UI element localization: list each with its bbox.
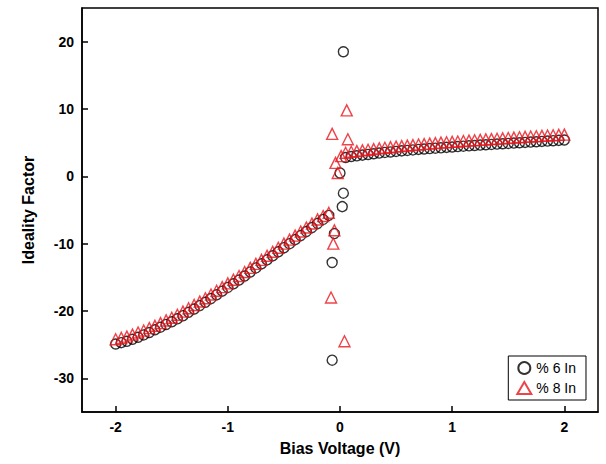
svg-text:-1: -1	[222, 419, 235, 435]
svg-text:1: 1	[448, 419, 456, 435]
svg-text:% 8 In: % 8 In	[536, 380, 576, 396]
svg-text:20: 20	[58, 34, 74, 50]
svg-text:-10: -10	[54, 236, 74, 252]
svg-text:Ideality Factor: Ideality Factor	[20, 156, 37, 264]
svg-text:0: 0	[66, 168, 74, 184]
svg-text:10: 10	[58, 101, 74, 117]
svg-text:0: 0	[336, 419, 344, 435]
svg-text:% 6 In: % 6 In	[536, 360, 576, 376]
svg-text:Bias Voltage (V): Bias Voltage (V)	[280, 440, 401, 457]
svg-text:-20: -20	[54, 303, 74, 319]
svg-text:2: 2	[560, 419, 568, 435]
svg-text:-2: -2	[109, 419, 122, 435]
svg-text:-30: -30	[54, 370, 74, 386]
